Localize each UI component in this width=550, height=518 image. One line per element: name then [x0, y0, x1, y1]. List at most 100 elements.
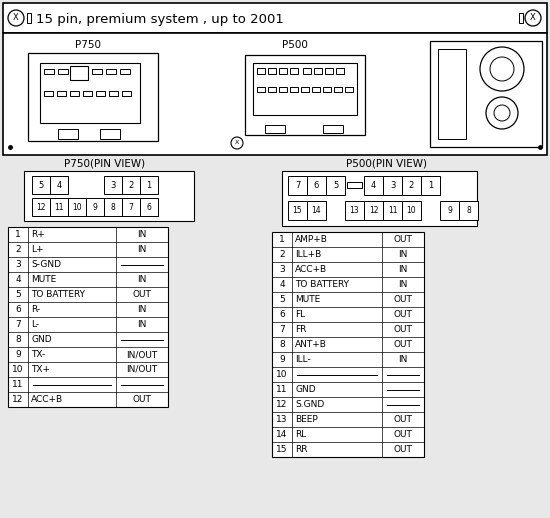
Bar [402, 201, 421, 220]
Text: S.GND: S.GND [295, 400, 324, 409]
Text: 11: 11 [12, 380, 24, 389]
Text: L-: L- [31, 320, 39, 329]
Text: 11: 11 [54, 203, 64, 211]
Bar [140, 198, 158, 216]
Bar [257, 68, 265, 74]
Text: IN/OUT: IN/OUT [126, 350, 158, 359]
Bar [336, 68, 344, 74]
Bar [92, 69, 102, 74]
Text: S-GND: S-GND [31, 260, 61, 269]
Bar [421, 176, 440, 195]
Bar [140, 176, 158, 194]
Text: 7: 7 [15, 320, 21, 329]
Text: 12: 12 [368, 206, 378, 215]
Text: FR: FR [295, 325, 306, 334]
Text: TX+: TX+ [31, 365, 50, 374]
Text: 14: 14 [312, 206, 321, 215]
Text: 9: 9 [279, 355, 285, 364]
Bar [364, 201, 383, 220]
Text: IN: IN [138, 320, 147, 329]
Text: TX-: TX- [31, 350, 45, 359]
Bar [265, 125, 285, 133]
Text: 2: 2 [128, 180, 134, 190]
Text: 12: 12 [276, 400, 288, 409]
Text: 1: 1 [15, 230, 21, 239]
Text: 6: 6 [146, 203, 151, 211]
Text: 14: 14 [276, 430, 288, 439]
Text: 5: 5 [279, 295, 285, 304]
Bar [312, 87, 320, 92]
Text: OUT: OUT [394, 445, 412, 454]
Bar [32, 198, 50, 216]
Text: L+: L+ [31, 245, 43, 254]
Text: 6: 6 [279, 310, 285, 319]
Text: ACC+B: ACC+B [31, 395, 63, 404]
Bar [383, 176, 402, 195]
Bar [459, 201, 478, 220]
Text: FL: FL [295, 310, 305, 319]
Text: GND: GND [31, 335, 52, 344]
Text: 9: 9 [92, 203, 97, 211]
Text: 6: 6 [15, 305, 21, 314]
Text: 10: 10 [406, 206, 416, 215]
Bar [430, 41, 542, 147]
Text: 3: 3 [111, 180, 116, 190]
Text: 13: 13 [350, 206, 359, 215]
Bar [268, 68, 276, 74]
Text: ILL-: ILL- [295, 355, 311, 364]
Bar [279, 68, 287, 74]
Bar [70, 91, 79, 96]
Bar [334, 87, 342, 92]
Bar [27, 13, 31, 23]
Bar [58, 69, 68, 74]
Text: 4: 4 [15, 275, 21, 284]
Bar [282, 171, 477, 226]
Text: 10: 10 [276, 370, 288, 379]
Text: 2: 2 [15, 245, 21, 254]
Text: P750(PIN VIEW): P750(PIN VIEW) [64, 158, 146, 168]
Bar [122, 176, 140, 194]
Text: MUTE: MUTE [295, 295, 320, 304]
Text: MUTE: MUTE [31, 275, 56, 284]
Text: 9: 9 [15, 350, 21, 359]
Text: IN: IN [138, 305, 147, 314]
Text: 11: 11 [276, 385, 288, 394]
Bar [245, 55, 365, 135]
Bar [288, 176, 307, 195]
Bar [106, 69, 116, 74]
Text: OUT: OUT [394, 430, 412, 439]
Bar [120, 69, 130, 74]
Text: 5: 5 [39, 180, 43, 190]
Bar [122, 91, 131, 96]
Text: GND: GND [295, 385, 316, 394]
Bar [253, 63, 357, 115]
Bar [272, 232, 424, 457]
Bar [301, 87, 309, 92]
Text: R-: R- [31, 305, 40, 314]
Text: 12: 12 [12, 395, 24, 404]
Text: 1: 1 [279, 235, 285, 244]
Text: 4: 4 [371, 181, 376, 190]
Bar [44, 69, 54, 74]
Text: 5: 5 [333, 181, 338, 190]
Bar [3, 33, 547, 155]
Text: ILL+B: ILL+B [295, 250, 321, 259]
Bar [440, 201, 459, 220]
Text: OUT: OUT [394, 340, 412, 349]
Text: ANT+B: ANT+B [295, 340, 327, 349]
Text: OUT: OUT [394, 295, 412, 304]
Bar [438, 49, 466, 139]
Text: 13: 13 [276, 415, 288, 424]
Bar [96, 91, 105, 96]
Bar [323, 125, 343, 133]
Text: RL: RL [295, 430, 306, 439]
Text: 4: 4 [56, 180, 62, 190]
Bar [32, 176, 50, 194]
Text: AMP+B: AMP+B [295, 235, 328, 244]
Bar [314, 68, 322, 74]
Text: 2: 2 [409, 181, 414, 190]
Text: OUT: OUT [133, 290, 151, 299]
Text: 3: 3 [279, 265, 285, 274]
Text: 1: 1 [146, 180, 152, 190]
Text: 4: 4 [279, 280, 285, 289]
